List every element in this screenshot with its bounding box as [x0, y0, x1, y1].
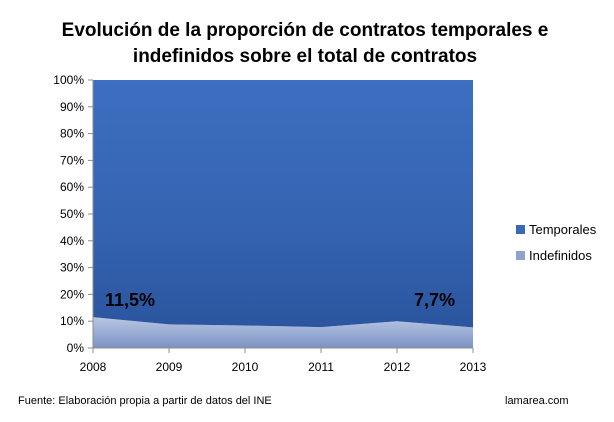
x-tick-label: 2009: [156, 360, 183, 374]
x-tick-label: 2010: [232, 360, 259, 374]
x-tick-label: 2013: [460, 360, 487, 374]
data-label-2008: 11,5%: [105, 290, 156, 310]
y-tick-label: 70%: [60, 153, 84, 167]
y-tick-label: 60%: [60, 180, 84, 194]
series-area-indefinidos: [93, 317, 473, 348]
source-note: Fuente: Elaboración propia a partir de d…: [18, 395, 272, 407]
x-tick-label: 2008: [80, 360, 107, 374]
y-tick-label: 40%: [60, 234, 84, 248]
legend-swatch-indefinidos: [516, 251, 525, 260]
y-tick-label: 50%: [60, 207, 84, 221]
legend-item-temporales: Temporales: [516, 222, 596, 237]
y-tick-label: 30%: [60, 261, 84, 275]
chart-title: Evolución de la proporción de contratos …: [61, 20, 549, 67]
data-label-2013: 7,7%: [414, 290, 456, 310]
y-tick-label: 80%: [60, 127, 84, 141]
x-tick-label: 2012: [384, 360, 411, 374]
legend-swatch-temporales: [516, 225, 525, 234]
y-tick-label: 90%: [60, 100, 84, 114]
legend-label-indefinidos: Indefinidos: [529, 248, 592, 263]
site-credit: lamarea.com: [505, 395, 569, 407]
y-tick-label: 20%: [60, 287, 84, 301]
y-tick-label: 10%: [60, 314, 84, 328]
y-tick-label: 0%: [67, 341, 85, 355]
legend-label-temporales: Temporales: [529, 222, 597, 237]
series-area-temporales: [93, 80, 473, 328]
y-tick-label: 100%: [53, 73, 84, 87]
x-tick-label: 2011: [308, 360, 334, 374]
legend-item-indefinidos: Indefinidos: [516, 248, 592, 263]
